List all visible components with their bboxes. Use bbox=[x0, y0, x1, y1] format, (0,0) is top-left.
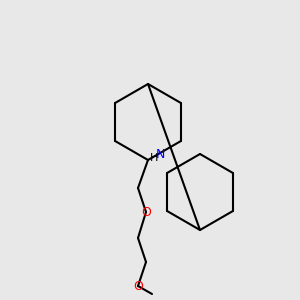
Text: N: N bbox=[155, 148, 165, 161]
Text: O: O bbox=[133, 280, 143, 292]
Text: O: O bbox=[141, 206, 151, 218]
Text: H: H bbox=[150, 153, 158, 163]
